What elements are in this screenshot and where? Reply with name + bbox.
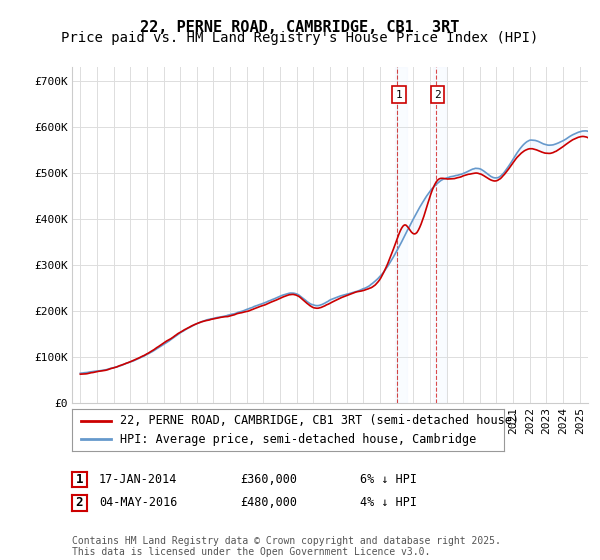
Text: 22, PERNE ROAD, CAMBRIDGE, CB1  3RT: 22, PERNE ROAD, CAMBRIDGE, CB1 3RT bbox=[140, 20, 460, 35]
Text: Price paid vs. HM Land Registry's House Price Index (HPI): Price paid vs. HM Land Registry's House … bbox=[61, 31, 539, 45]
Text: 17-JAN-2014: 17-JAN-2014 bbox=[99, 473, 178, 486]
Text: 1: 1 bbox=[76, 473, 83, 486]
Text: 2: 2 bbox=[434, 90, 441, 100]
Text: 22, PERNE ROAD, CAMBRIDGE, CB1 3RT (semi-detached house): 22, PERNE ROAD, CAMBRIDGE, CB1 3RT (semi… bbox=[119, 414, 518, 427]
Text: 1: 1 bbox=[395, 90, 402, 100]
Text: 6% ↓ HPI: 6% ↓ HPI bbox=[360, 473, 417, 486]
Text: £480,000: £480,000 bbox=[240, 496, 297, 510]
Text: 2: 2 bbox=[76, 496, 83, 510]
Text: HPI: Average price, semi-detached house, Cambridge: HPI: Average price, semi-detached house,… bbox=[119, 432, 476, 446]
Text: 04-MAY-2016: 04-MAY-2016 bbox=[99, 496, 178, 510]
Text: £360,000: £360,000 bbox=[240, 473, 297, 486]
Text: Contains HM Land Registry data © Crown copyright and database right 2025.
This d: Contains HM Land Registry data © Crown c… bbox=[72, 535, 501, 557]
Bar bbox=[433, 67, 446, 403]
Text: 4% ↓ HPI: 4% ↓ HPI bbox=[360, 496, 417, 510]
Bar bbox=[395, 67, 407, 403]
